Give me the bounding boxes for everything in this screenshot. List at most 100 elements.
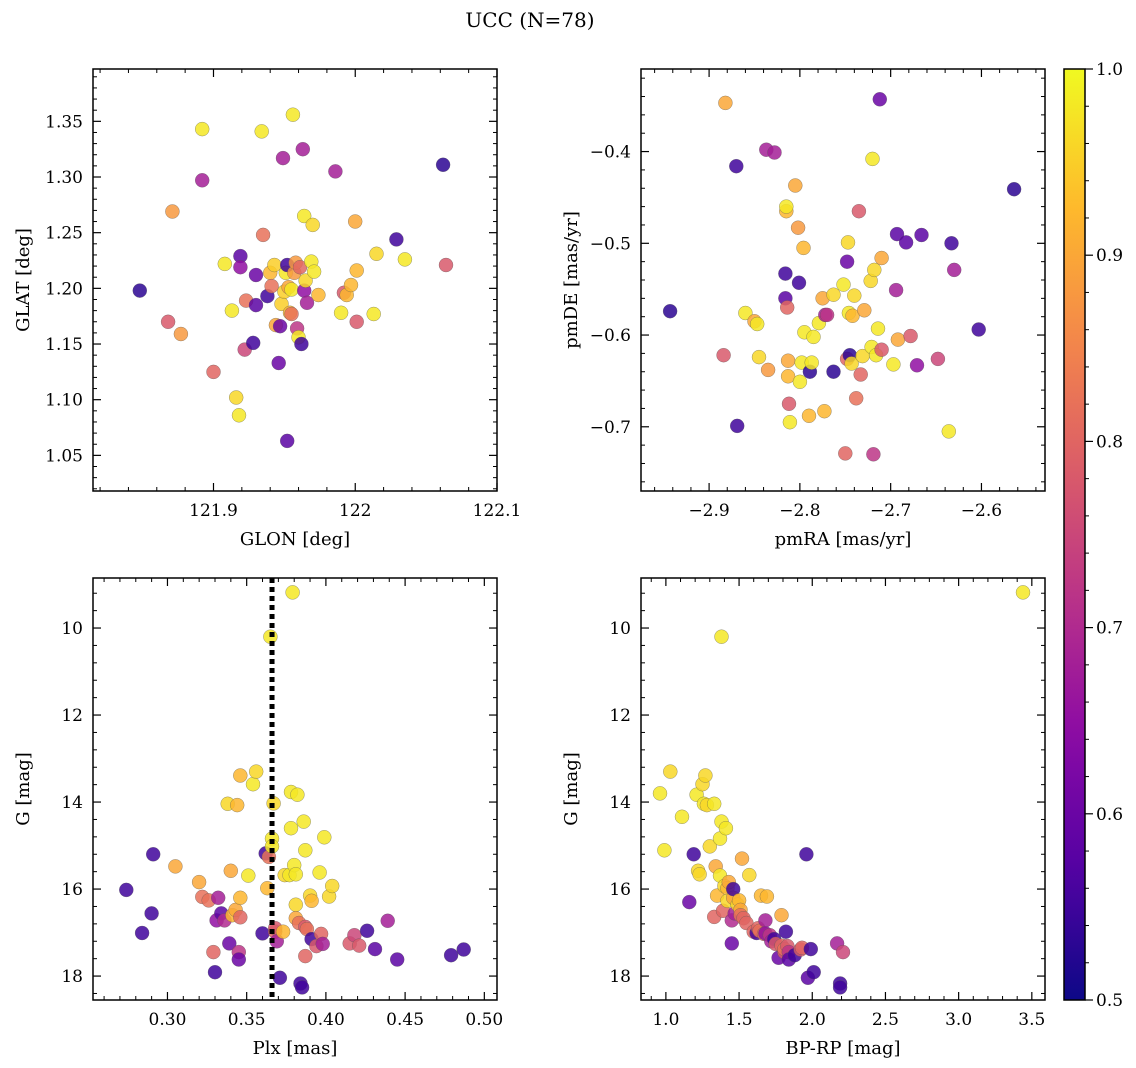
data-point [206,364,221,380]
data-point [217,256,233,272]
data-point [294,980,310,995]
data-point [228,390,244,405]
data-point [941,424,957,439]
data-point [245,335,261,351]
data-point [275,924,291,939]
data-point [248,267,264,283]
y-tick-label: −0.5 [590,234,631,254]
data-point [369,246,384,262]
x-tick-label: 0.35 [228,1010,266,1030]
data-point [295,141,311,157]
data-point [781,396,797,412]
data-point [806,964,821,980]
y-tick-label: 14 [61,793,83,813]
y-tick-label: −0.4 [590,143,631,163]
data-point [435,157,451,173]
data-point [835,944,851,960]
data-point [853,367,868,382]
data-point [367,941,383,957]
y-tick-label: 1.25 [45,224,83,244]
data-point [206,944,221,960]
data-point [366,306,381,322]
data-point [791,275,807,291]
y-axis-label: pmDE [mas/yr] [561,211,582,349]
x-tick-label: 1.0 [652,1010,679,1030]
data-point [299,295,315,311]
data-point [780,353,796,368]
data-point [194,173,210,188]
data-point [272,970,288,986]
x-tick-label: −2.7 [870,501,911,521]
data-point [832,980,848,995]
data-point [865,151,880,167]
data-point [674,809,690,825]
data-point [759,889,775,904]
data-point [397,252,413,267]
y-tick-label: 1.10 [45,391,83,411]
data-point [210,890,226,906]
y-tick-label: 16 [609,880,631,900]
x-tick-label: −2.9 [688,501,729,521]
scatter-points [662,92,1022,462]
axes-frame [92,68,498,492]
data-point [698,768,713,783]
data-point [779,300,795,315]
data-point [288,867,304,882]
data-point [806,329,821,345]
data-point [751,349,767,365]
panel-plx-g: 0.30 0.35 0.40 0.45 0.50 10 12 14 16 18 Plx [mas] G… [13,577,503,1059]
data-point [944,236,959,251]
x-tick-label: 3.5 [1018,1010,1045,1030]
data-point [315,936,330,952]
data-point [285,107,301,122]
scatter-points [119,578,471,1000]
y-tick-label: 1.05 [45,446,83,466]
data-point [760,362,776,378]
data-point [844,356,859,371]
data-point [160,314,176,330]
x-tick-label: 2.0 [799,1010,826,1030]
data-point [333,305,349,321]
data-point [888,282,904,298]
data-point [284,282,299,297]
x-tick-label: 0.40 [307,1010,345,1030]
y-tick-label: 12 [609,706,631,726]
x-tick-label: −2.6 [961,501,1002,521]
data-point [742,867,757,883]
data-point [438,257,454,273]
data-point [872,92,888,107]
y-tick-label: 18 [61,967,83,987]
data-point [774,907,789,923]
y-tick-label: 18 [609,967,631,987]
colorbar-tick-label: 0.8 [1096,432,1123,452]
axes-frame [92,577,498,1001]
data-point [738,305,753,321]
data-point [889,226,905,242]
data-point [119,882,134,898]
data-point [803,941,819,957]
data-point [682,894,697,910]
data-point [134,925,150,941]
data-point [241,868,256,883]
colorbar: 0.5 0.6 0.7 0.8 0.9 1.0 [1063,60,1123,1011]
data-point [456,942,471,957]
data-point [724,936,740,951]
data-point [946,262,962,278]
data-point [298,843,313,858]
data-point [296,208,312,224]
data-point [851,203,867,219]
data-point [191,874,207,890]
data-point [890,332,906,347]
data-point [839,254,855,269]
data-point [718,95,733,111]
x-tick-label: 2.5 [872,1010,899,1030]
y-axis-label: G [mag] [13,752,34,825]
data-point [324,878,340,894]
data-point [848,391,864,406]
axes-frame [640,68,1046,492]
data-point [706,796,722,812]
data-point [288,897,304,912]
x-axis-label: BP-RP [mag] [785,1038,900,1059]
x-axis-label: Plx [mas] [253,1038,338,1059]
data-point [819,307,835,323]
